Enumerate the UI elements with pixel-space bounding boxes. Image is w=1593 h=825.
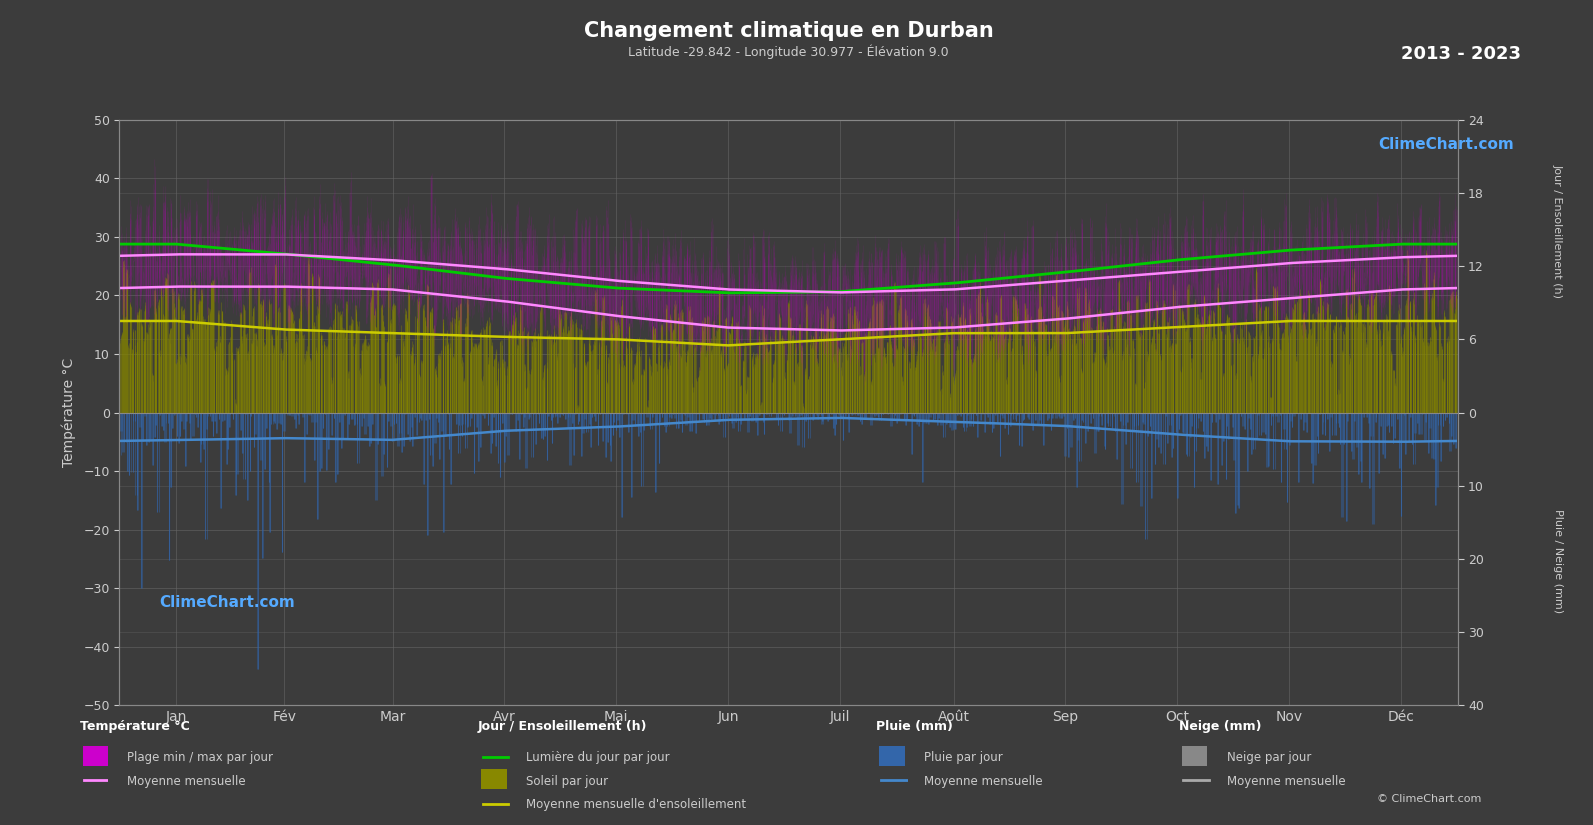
Text: 2013 - 2023: 2013 - 2023 xyxy=(1402,45,1521,63)
Text: Plage min / max par jour: Plage min / max par jour xyxy=(127,752,274,765)
Text: Moyenne mensuelle: Moyenne mensuelle xyxy=(127,775,245,788)
Text: Jour / Ensoleillement (h): Jour / Ensoleillement (h) xyxy=(478,720,647,733)
Text: Lumière du jour par jour: Lumière du jour par jour xyxy=(526,752,669,765)
Text: Latitude -29.842 - Longitude 30.977 - Élévation 9.0: Latitude -29.842 - Longitude 30.977 - Él… xyxy=(628,45,949,59)
Text: Changement climatique en Durban: Changement climatique en Durban xyxy=(583,21,994,40)
Text: ClimeChart.com: ClimeChart.com xyxy=(159,595,295,610)
Text: Soleil par jour: Soleil par jour xyxy=(526,775,609,788)
Y-axis label: Température °C: Température °C xyxy=(62,358,76,467)
Text: Pluie par jour: Pluie par jour xyxy=(924,752,1002,765)
Text: Jour / Ensoleillement (h): Jour / Ensoleillement (h) xyxy=(1553,164,1563,298)
Text: Pluie / Neige (mm): Pluie / Neige (mm) xyxy=(1553,509,1563,613)
Text: Pluie (mm): Pluie (mm) xyxy=(876,720,953,733)
Text: Moyenne mensuelle: Moyenne mensuelle xyxy=(1227,775,1344,788)
Text: Neige (mm): Neige (mm) xyxy=(1179,720,1262,733)
Text: Moyenne mensuelle: Moyenne mensuelle xyxy=(924,775,1042,788)
Text: Moyenne mensuelle d'ensoleillement: Moyenne mensuelle d'ensoleillement xyxy=(526,798,746,811)
Text: © ClimeChart.com: © ClimeChart.com xyxy=(1376,794,1481,804)
Text: Température °C: Température °C xyxy=(80,720,190,733)
Text: ClimeChart.com: ClimeChart.com xyxy=(1378,137,1513,152)
Text: Neige par jour: Neige par jour xyxy=(1227,752,1311,765)
